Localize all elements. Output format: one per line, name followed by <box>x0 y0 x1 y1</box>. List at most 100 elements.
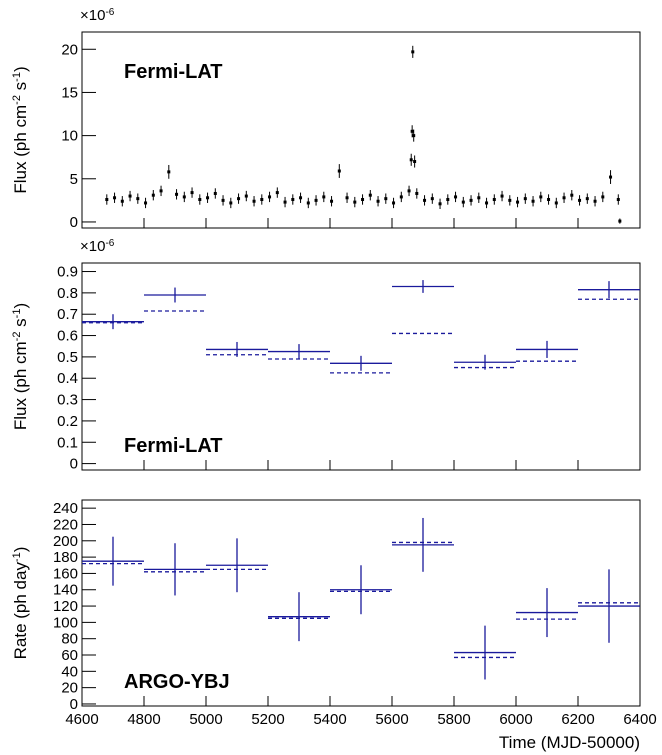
point <box>128 194 132 198</box>
point <box>221 198 225 202</box>
point <box>409 158 413 162</box>
y-axis-label-part: Flux (ph cm <box>11 341 30 430</box>
point <box>410 129 414 133</box>
panel-annotation: Fermi-LAT <box>124 61 223 83</box>
point <box>322 195 326 199</box>
y-tick-label: 0.7 <box>57 306 78 323</box>
x-axis-label: Time (MJD-50000) <box>499 733 640 752</box>
point <box>578 198 582 202</box>
point <box>454 195 458 199</box>
point <box>314 198 318 202</box>
point <box>368 193 372 197</box>
y-tick-label: 140 <box>53 582 78 599</box>
y-axis-label: Rate (ph day-1) <box>11 547 30 660</box>
y-axis-label-part: Flux (ph cm <box>11 105 30 194</box>
point <box>190 191 194 195</box>
point <box>516 200 520 204</box>
y-tick-label: 0.2 <box>57 413 78 430</box>
point <box>508 198 512 202</box>
y-tick-label: 60 <box>61 647 78 664</box>
x-tick-label: 4800 <box>127 711 160 728</box>
point <box>213 191 217 195</box>
y-axis-label-part: ) <box>11 303 30 309</box>
y-tick-label: 40 <box>61 663 78 680</box>
y-multiplier-part: -6 <box>105 238 114 249</box>
y-tick-label: 120 <box>53 598 78 615</box>
point <box>361 198 365 202</box>
point <box>609 175 613 179</box>
x-tick-label: 5800 <box>437 711 470 728</box>
point <box>399 195 403 199</box>
x-tick-label: 5000 <box>189 711 222 728</box>
point <box>376 199 380 203</box>
x-tick-label: 6400 <box>623 711 656 728</box>
y-axis-label-part: -1 <box>11 552 23 562</box>
point <box>345 196 349 200</box>
y-axis-label-part: -2 <box>11 332 23 342</box>
point <box>353 200 357 204</box>
y-axis-label: Flux (ph cm-2 s-1) <box>11 66 30 193</box>
y-axis-label-part: s <box>11 82 30 95</box>
y-axis-label-part: s <box>11 318 30 331</box>
point <box>244 194 248 198</box>
y-tick-label: 10 <box>61 128 78 145</box>
point <box>446 198 450 202</box>
point <box>237 197 241 201</box>
y-axis-label: Flux (ph cm-2 s-1) <box>11 303 30 430</box>
y-multiplier-part: ×10 <box>80 7 105 24</box>
point <box>423 198 427 202</box>
plot-frame <box>81 262 641 471</box>
point <box>136 197 140 201</box>
point <box>151 193 155 197</box>
y-axis-label-part: ) <box>11 66 30 72</box>
y-tick-label: 0.4 <box>57 370 78 387</box>
y-tick-label: 0 <box>70 456 78 473</box>
point <box>392 201 396 205</box>
y-tick-label: 0.8 <box>57 285 78 302</box>
x-tick-label: 5400 <box>313 711 346 728</box>
y-tick-label: 0.9 <box>57 264 78 281</box>
y-tick-label: 0.6 <box>57 328 78 345</box>
point <box>144 201 148 205</box>
point <box>275 191 279 195</box>
point <box>477 196 481 200</box>
point <box>120 199 124 203</box>
point <box>384 197 388 201</box>
y-multiplier-part: -6 <box>105 7 114 18</box>
y-tick-label: 100 <box>53 614 78 631</box>
point <box>182 195 186 199</box>
y-tick-label: 0.1 <box>57 434 78 451</box>
point <box>415 191 419 195</box>
x-tick-label: 5600 <box>375 711 408 728</box>
point <box>113 196 117 200</box>
point <box>306 201 310 205</box>
y-tick-label: 160 <box>53 565 78 582</box>
point <box>585 197 589 201</box>
y-axis-label-part: Rate (ph day <box>11 562 30 660</box>
point <box>485 201 489 205</box>
point <box>159 189 163 193</box>
y-tick-label: 20 <box>61 680 78 697</box>
y-tick-label: 0.5 <box>57 349 78 366</box>
point <box>206 196 210 200</box>
x-tick-label: 6000 <box>499 711 532 728</box>
point <box>413 160 417 164</box>
point <box>469 198 473 202</box>
point <box>531 199 535 203</box>
y-tick-label: 0.3 <box>57 392 78 409</box>
point <box>407 189 411 193</box>
point <box>175 192 179 196</box>
x-tick-label: 5200 <box>251 711 284 728</box>
point <box>554 201 558 205</box>
point <box>438 202 442 206</box>
y-tick-label: 0 <box>70 696 78 713</box>
point <box>430 197 434 201</box>
point <box>593 199 597 203</box>
y-tick-label: 240 <box>53 500 78 517</box>
y-tick-label: 20 <box>61 41 78 58</box>
panel-annotation: ARGO-YBJ <box>124 671 230 693</box>
point <box>105 198 109 202</box>
point <box>268 195 272 199</box>
